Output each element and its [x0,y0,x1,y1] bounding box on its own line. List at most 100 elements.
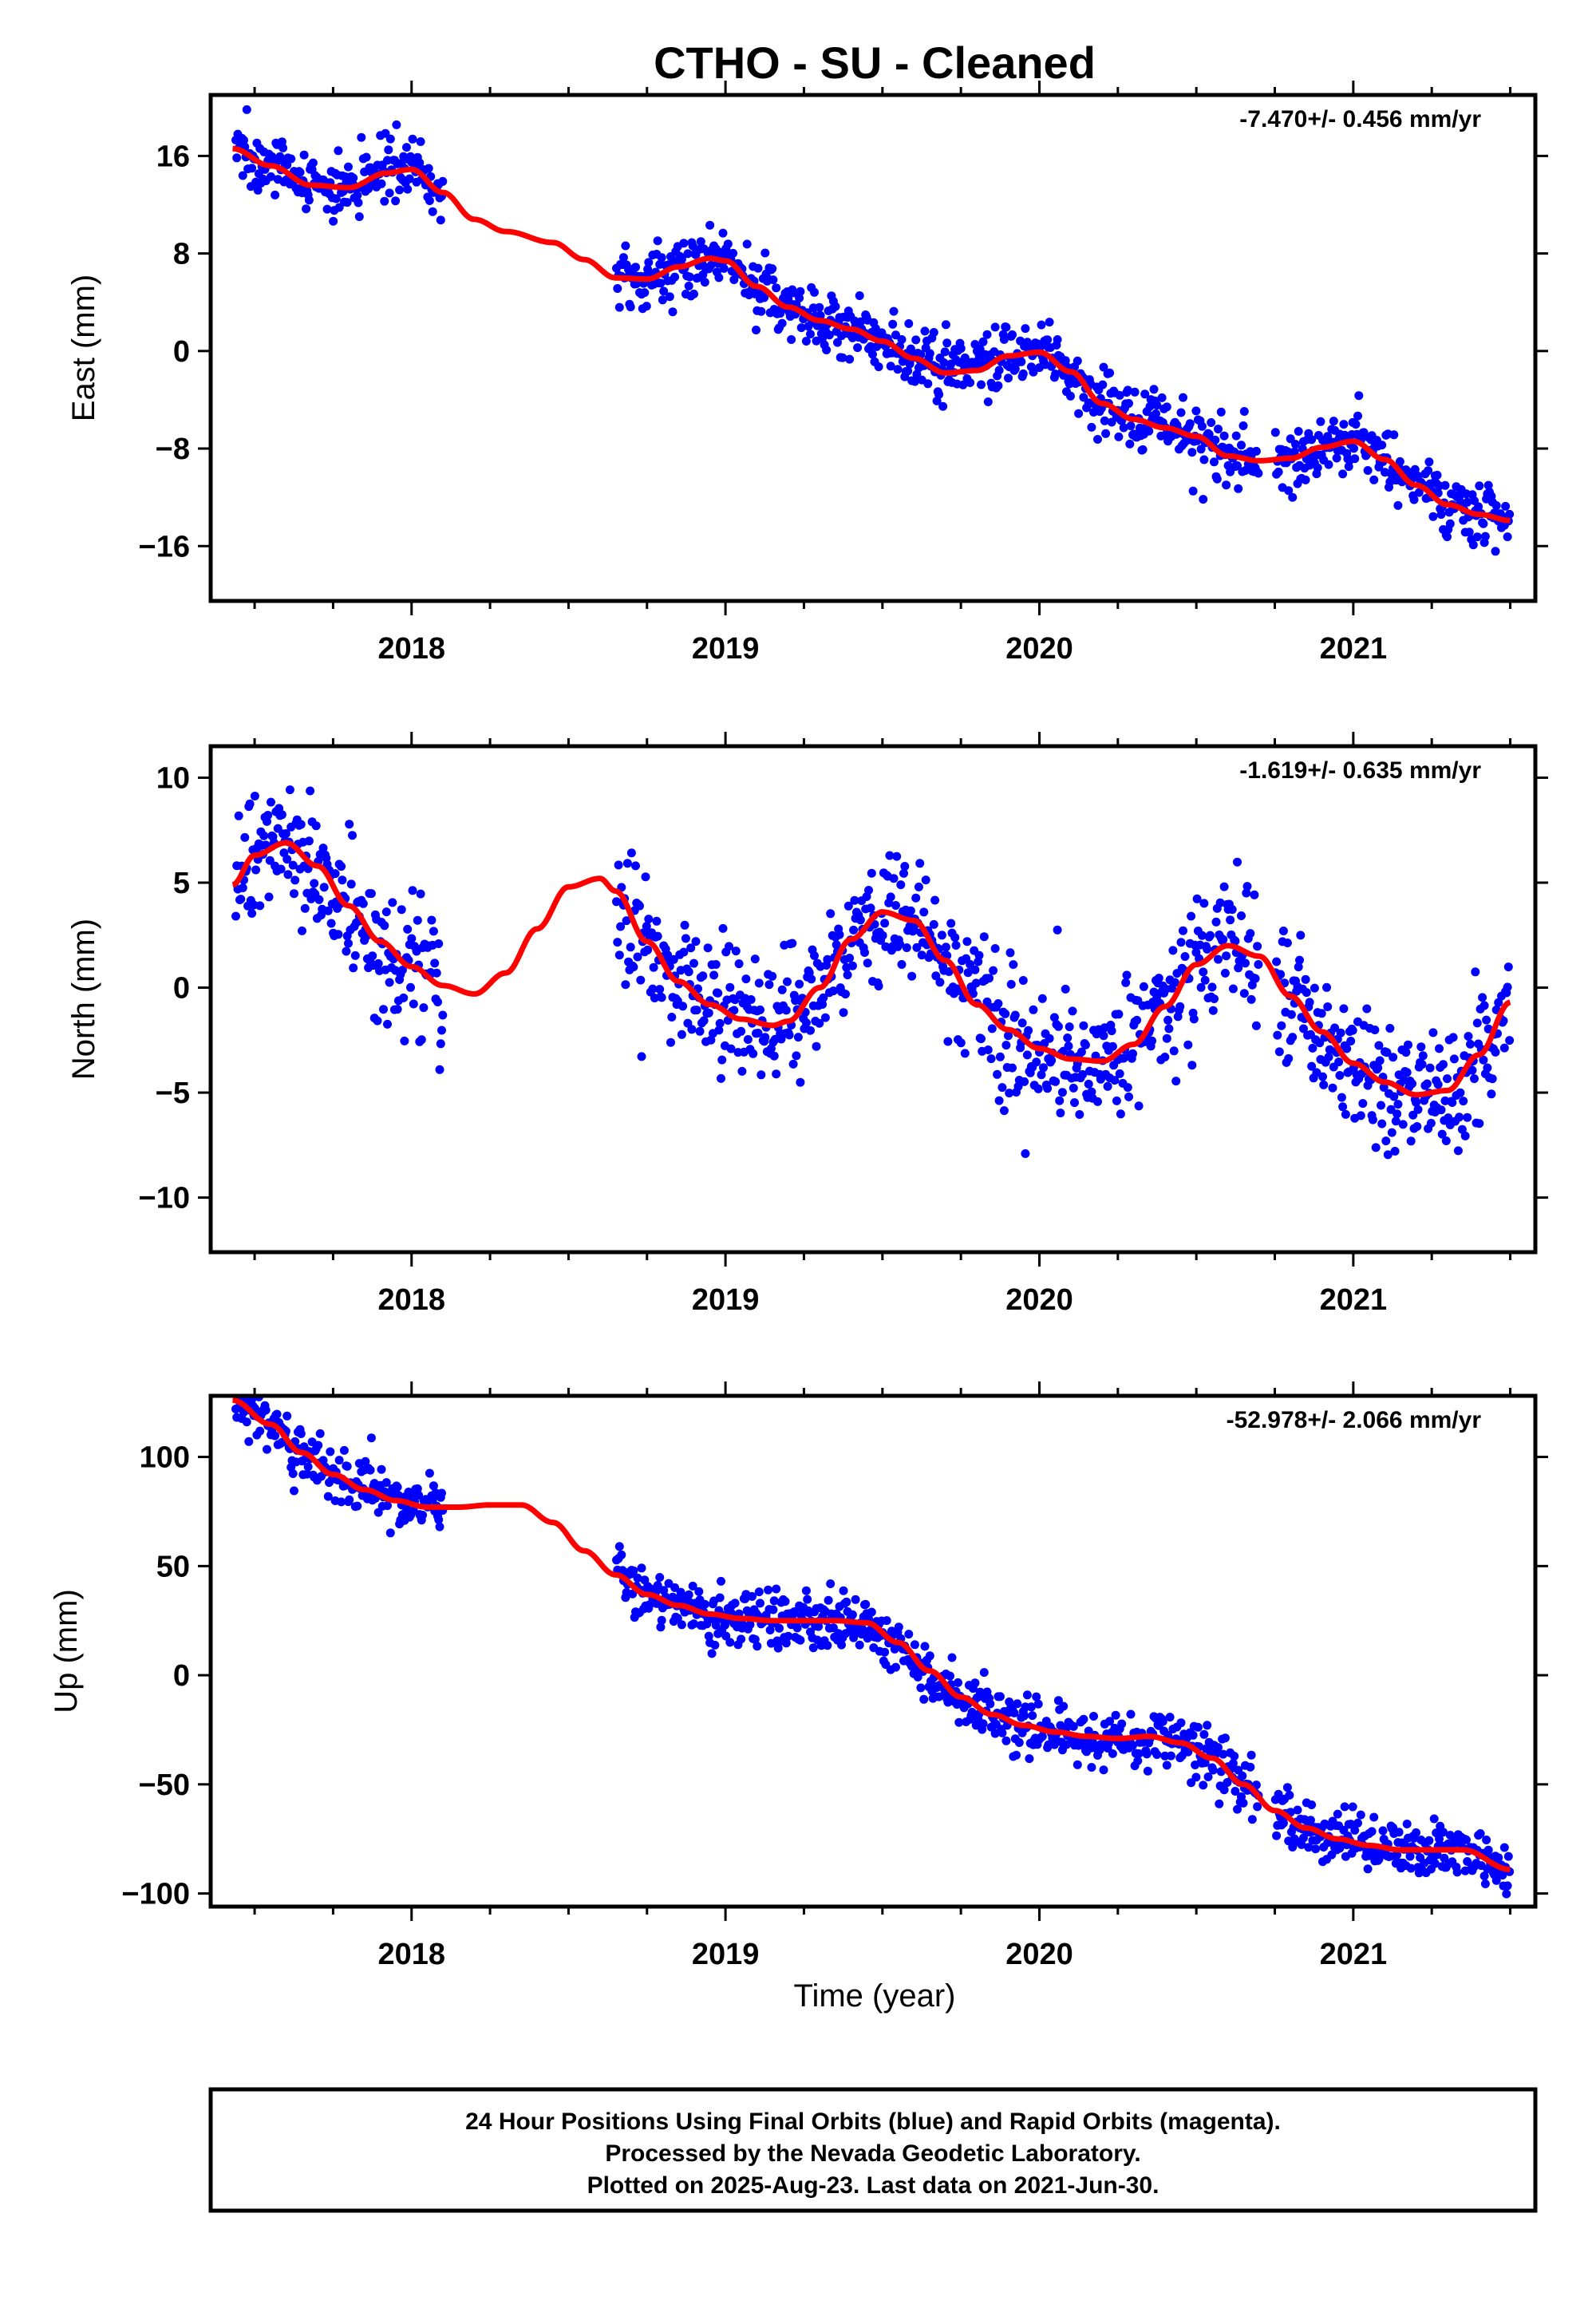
data-point [437,1026,446,1035]
data-point [899,868,908,878]
data-point [622,859,632,868]
data-point [1175,1002,1185,1011]
data-point [1093,435,1102,444]
data-point [978,1719,988,1729]
data-point [1318,1072,1327,1081]
data-point [1043,1084,1053,1093]
data-point [308,158,318,168]
data-point [318,844,328,853]
data-point [1154,974,1163,983]
data-point [1020,1077,1029,1086]
data-point [783,977,792,986]
data-point [1144,426,1154,436]
data-point [1319,1080,1329,1089]
data-point [1233,1804,1242,1814]
data-point [1502,1889,1511,1899]
data-point [626,302,635,312]
data-point [348,831,357,840]
data-point [1089,1712,1098,1721]
data-point [706,1035,716,1045]
data-point [385,1528,395,1538]
data-point [1351,420,1361,429]
data-point [437,1488,446,1498]
data-point [754,1587,764,1597]
data-point [946,919,956,928]
data-point [1299,1024,1308,1034]
data-point [261,1405,271,1415]
data-point [757,1070,766,1080]
data-point [240,832,250,842]
y-axis-label: North (mm) [66,919,101,1080]
data-point [238,883,247,892]
data-point [653,1581,662,1590]
data-point [304,196,314,205]
data-point [1226,915,1235,925]
data-point [1288,492,1298,502]
data-point [1453,1146,1463,1156]
data-point [1183,1040,1193,1049]
data-point [1387,1128,1396,1137]
data-point [930,895,940,905]
data-point [319,883,329,892]
data-point [1073,1760,1082,1769]
data-point [912,943,922,952]
data-point [1037,1732,1047,1741]
data-point [1099,1765,1108,1775]
data-point [314,895,324,904]
data-point [436,215,445,225]
data-point [633,952,642,962]
data-point [232,153,242,163]
data-point [734,959,744,969]
data-point [310,879,319,888]
data-point [1024,1026,1033,1035]
data-point [381,1478,391,1488]
data-point [1045,318,1054,327]
data-point [752,326,760,334]
data-point [385,978,394,987]
data-point [238,171,247,180]
data-point [843,901,853,911]
data-point [306,786,315,796]
data-point [350,951,360,960]
data-point [242,1417,251,1427]
data-point [841,990,850,999]
data-point [1132,1015,1142,1025]
y-tick-label: 16 [156,140,190,173]
data-point [659,287,669,296]
data-point [715,1018,725,1028]
data-point [1449,1054,1459,1064]
rate-annotation: -52.978+/- 2.066 mm/yr [1227,1407,1482,1433]
data-point [1077,1047,1086,1057]
data-point [995,1052,1005,1061]
data-point [628,1589,638,1599]
data-point [769,1051,779,1061]
data-point [880,919,890,928]
data-point [1402,1820,1412,1828]
data-point [1385,1024,1395,1033]
footer-box: 24 Hour Positions Using Final Orbits (bl… [208,2087,1538,2213]
data-point [1005,948,1015,958]
data-point [357,132,366,142]
data-point [1505,1036,1515,1045]
data-point [1164,1024,1174,1034]
data-point [302,204,311,214]
data-point [882,1616,891,1626]
data-point [344,162,353,172]
data-point [1001,1041,1011,1050]
data-point [919,1694,929,1704]
data-point [1428,512,1438,521]
data-point [377,1464,386,1474]
data-point [429,1481,438,1491]
data-point [756,1599,764,1608]
data-point [1330,1023,1340,1033]
data-point [1114,1010,1124,1019]
data-point [1460,1131,1470,1140]
data-point [826,909,836,919]
data-point [361,1456,370,1466]
data-point [342,947,351,956]
data-point [944,967,954,976]
data-point [998,1083,1007,1093]
data-point [960,1049,970,1058]
data-point [917,951,926,960]
data-point [429,927,438,936]
